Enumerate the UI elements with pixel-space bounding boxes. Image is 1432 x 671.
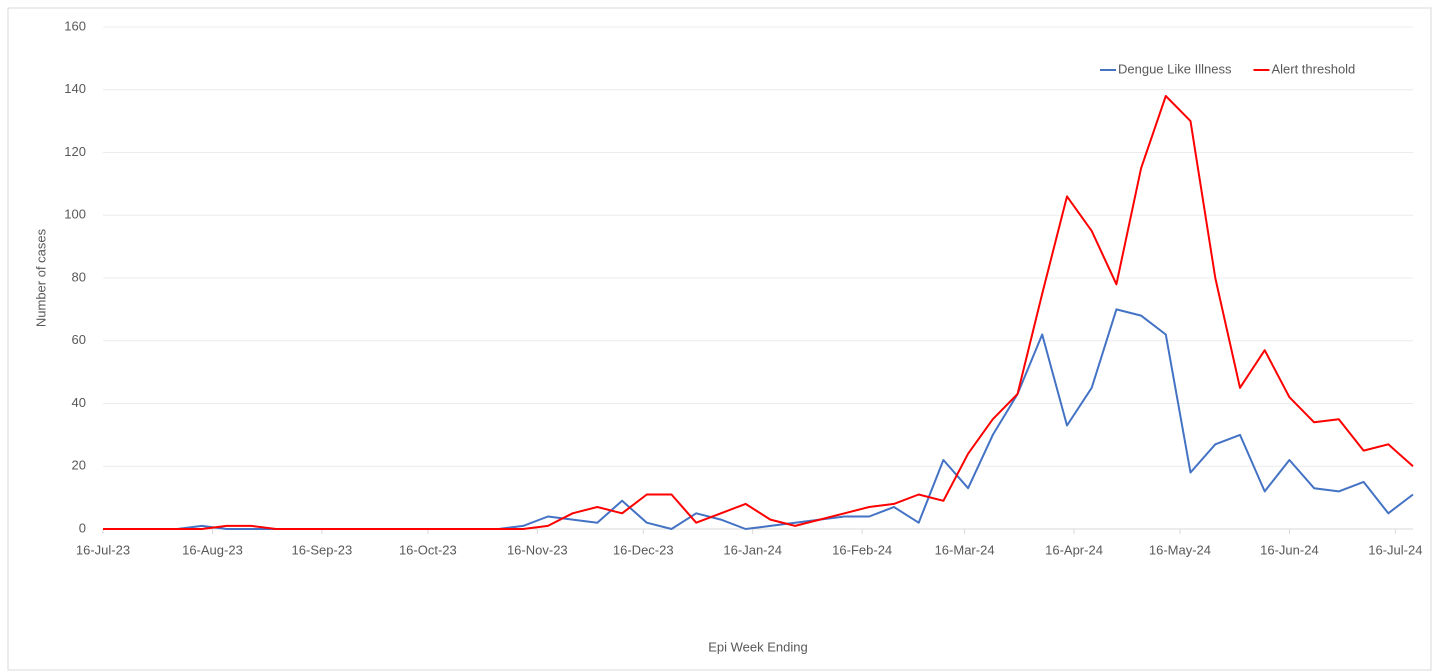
y-tick-label: 100 bbox=[64, 207, 86, 222]
chart-frame bbox=[7, 7, 1432, 671]
x-tick-label: 16-Jul-24 bbox=[1368, 542, 1422, 557]
x-tick-label: 16-Feb-24 bbox=[832, 542, 892, 557]
y-tick-label: 160 bbox=[64, 18, 86, 33]
y-tick-label: 120 bbox=[64, 144, 86, 159]
y-tick-label: 20 bbox=[72, 458, 86, 473]
x-tick-label: 16-Nov-23 bbox=[507, 542, 568, 557]
y-tick-label: 60 bbox=[72, 332, 86, 347]
x-tick-label: 16-Mar-24 bbox=[935, 542, 995, 557]
y-axis-label: Number of cases bbox=[33, 228, 48, 327]
y-tick-label: 0 bbox=[79, 520, 86, 535]
y-tick-label: 140 bbox=[64, 81, 86, 96]
y-tick-label: 80 bbox=[72, 269, 86, 284]
y-tick-label: 40 bbox=[72, 395, 86, 410]
legend-label: Dengue Like Illness bbox=[1118, 61, 1232, 76]
x-tick-label: 16-Jul-23 bbox=[76, 542, 130, 557]
x-tick-label: 16-Jun-24 bbox=[1260, 542, 1319, 557]
x-tick-label: 16-Aug-23 bbox=[182, 542, 243, 557]
x-tick-label: 16-Jan-24 bbox=[723, 542, 782, 557]
x-tick-label: 16-Sep-23 bbox=[292, 542, 353, 557]
x-tick-label: 16-Oct-23 bbox=[399, 542, 457, 557]
legend-label: Alert threshold bbox=[1271, 61, 1355, 76]
x-axis-label: Epi Week Ending bbox=[708, 639, 808, 654]
x-tick-label: 16-Apr-24 bbox=[1045, 542, 1103, 557]
x-tick-label: 16-Dec-23 bbox=[613, 542, 674, 557]
x-tick-label: 16-May-24 bbox=[1149, 542, 1211, 557]
series-line bbox=[103, 95, 1414, 530]
